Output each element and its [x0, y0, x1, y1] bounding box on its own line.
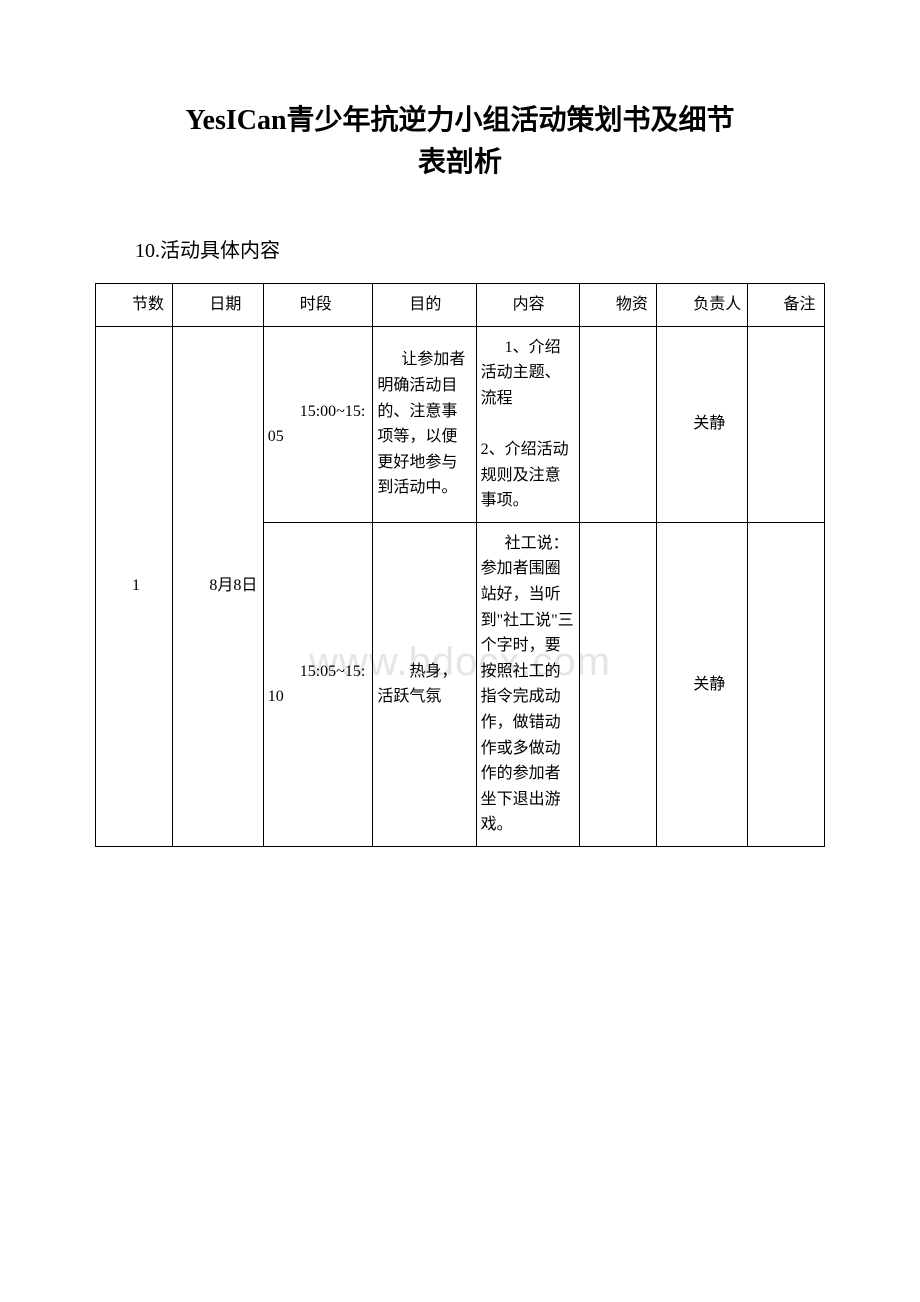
table-header-row: 节数 日期 时段 目的 内容 物资 负责人 备注 [96, 284, 825, 327]
header-sessions: 节数 [96, 284, 173, 327]
cell-material-2 [579, 522, 656, 846]
activity-table: 节数 日期 时段 目的 内容 物资 负责人 备注 1 8月8日 15:00~15… [95, 283, 825, 847]
cell-date: 8月8日 [173, 326, 263, 846]
cell-note-2 [747, 522, 824, 846]
title-line-2: 表剖析 [418, 147, 502, 178]
cell-time-1: 15:00~15:05 [263, 326, 373, 522]
cell-owner-2: 关静 [657, 522, 747, 846]
cell-goal-1: 让参加者明确活动目的、注意事项等，以便更好地参与到活动中。 [373, 326, 476, 522]
cell-content-1: 1、介绍活动主题、流程 2、介绍活动规则及注意事项。 [476, 326, 579, 522]
document-title: YesICan青少年抗逆力小组活动策划书及细节 表剖析 [95, 100, 825, 184]
header-owner: 负责人 [657, 284, 747, 327]
title-line-1: YesICan青少年抗逆力小组活动策划书及细节 [185, 105, 734, 136]
document-page: YesICan青少年抗逆力小组活动策划书及细节 表剖析 10.活动具体内容 节数… [0, 0, 920, 907]
cell-material-1 [579, 326, 656, 522]
header-date: 日期 [173, 284, 263, 327]
header-material: 物资 [579, 284, 656, 327]
cell-session: 1 [96, 326, 173, 846]
cell-time-2: 15:05~15:10 [263, 522, 373, 846]
cell-owner-1: 关静 [657, 326, 747, 522]
cell-content-2: 社工说：参加者围圈站好，当听到"社工说"三个字时，要按照社工的指令完成动作，做错… [476, 522, 579, 846]
header-note: 备注 [747, 284, 824, 327]
header-time: 时段 [263, 284, 373, 327]
cell-goal-2: 热身，活跃气氛 [373, 522, 476, 846]
table-row: 1 8月8日 15:00~15:05 让参加者明确活动目的、注意事项等，以便更好… [96, 326, 825, 522]
header-content: 内容 [476, 284, 579, 327]
header-goal: 目的 [373, 284, 476, 327]
cell-note-1 [747, 326, 824, 522]
section-label: 10.活动具体内容 [95, 234, 825, 263]
